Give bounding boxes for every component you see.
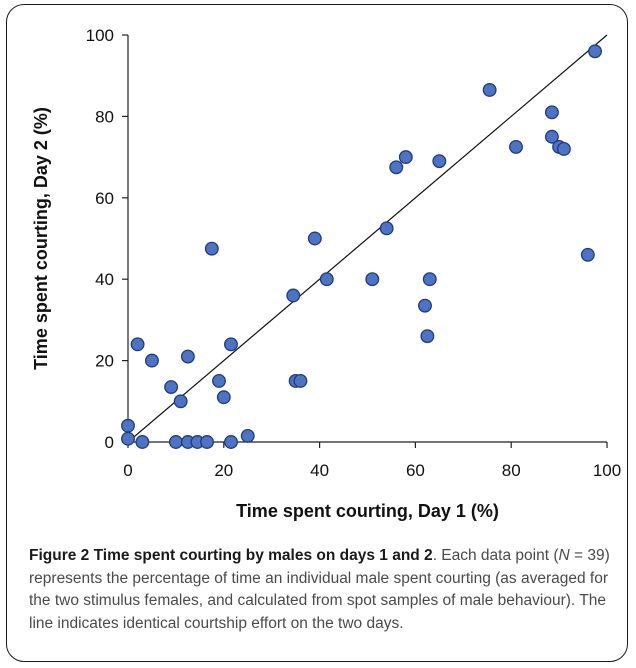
- x-tick-label: 80: [502, 461, 521, 480]
- x-tick-label: 20: [214, 461, 233, 480]
- data-point: [240, 428, 255, 443]
- data-point: [130, 337, 145, 352]
- data-point: [422, 272, 437, 287]
- data-point: [180, 349, 195, 364]
- data-point: [420, 329, 435, 344]
- data-point: [418, 298, 432, 313]
- data-point: [432, 154, 447, 169]
- y-tick-label: 80: [95, 107, 114, 126]
- data-points: [121, 44, 602, 449]
- data-point: [135, 435, 150, 449]
- caption-n-symbol: N: [558, 547, 570, 564]
- data-point: [224, 337, 238, 352]
- data-point: [580, 247, 595, 262]
- reference-line-group: [127, 34, 608, 443]
- data-point: [544, 129, 559, 144]
- y-tick-label: 100: [86, 26, 114, 45]
- data-point: [212, 374, 226, 388]
- data-point: [286, 288, 301, 303]
- data-point: [144, 353, 159, 368]
- data-point: [173, 394, 188, 409]
- x-axis-label: Time spent courting, Day 1 (%): [236, 501, 499, 521]
- y-axis-label: Time spent courting, Day 2 (%): [31, 107, 51, 370]
- tick-labels: 0 20 40 60 80 100 0 20 40 60 80 100: [86, 26, 622, 480]
- data-point: [200, 435, 214, 449]
- x-tick-label: 60: [406, 461, 425, 480]
- data-point: [307, 231, 322, 246]
- data-point: [293, 374, 308, 388]
- data-point: [216, 390, 231, 405]
- data-point: [121, 431, 135, 446]
- data-point: [509, 139, 523, 154]
- figure-caption: Figure 2 Time spent courting by males on…: [29, 545, 621, 635]
- data-point: [544, 105, 559, 120]
- data-point: [365, 272, 380, 287]
- identity-line: [127, 34, 608, 443]
- data-point: [121, 418, 135, 433]
- data-point: [224, 435, 238, 449]
- data-point: [482, 82, 497, 97]
- data-point: [379, 221, 394, 236]
- data-point: [389, 160, 404, 175]
- y-tick-label: 40: [95, 270, 114, 289]
- caption-text-2: = 39) represents the percentage of time …: [29, 547, 610, 632]
- data-point: [168, 435, 183, 449]
- y-tick-label: 60: [95, 189, 114, 208]
- y-tick-label: 20: [95, 352, 114, 371]
- data-point: [204, 241, 219, 256]
- scatter-chart: 0 20 40 60 80 100 0 20 40 60 80 100 Time spent cour…: [31, 26, 622, 521]
- caption-title: Figure 2 Time spent courting by males on…: [29, 547, 433, 564]
- figure-frame: 0 20 40 60 80 100 0 20 40 60 80 100 Time spent cour…: [6, 4, 628, 662]
- x-tick-label: 100: [593, 461, 621, 480]
- data-point: [556, 142, 571, 156]
- y-tick-label: 0: [105, 433, 114, 452]
- data-point: [319, 272, 334, 287]
- data-point: [398, 150, 413, 165]
- x-tick-label: 40: [310, 461, 329, 480]
- data-point: [164, 380, 179, 395]
- x-tick-label: 0: [123, 461, 132, 480]
- data-point: [588, 44, 602, 59]
- caption-text-1: . Each data point (: [432, 547, 559, 564]
